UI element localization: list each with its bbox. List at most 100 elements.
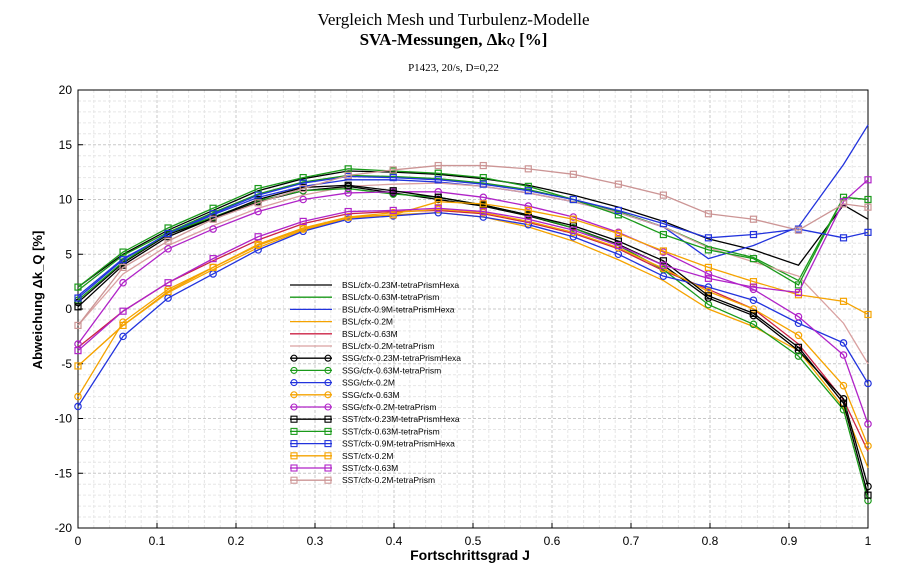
series-11 (74, 188, 872, 428)
data-point (164, 244, 172, 253)
data-point (839, 297, 848, 305)
data-point (119, 263, 127, 271)
legend-label: SSG/cfx-0.2M-tetraPrism (342, 402, 436, 412)
data-point (254, 191, 262, 199)
series-9 (74, 208, 872, 411)
series-line (77, 179, 869, 352)
data-point (479, 180, 487, 188)
data-point (864, 442, 872, 450)
data-point (119, 248, 127, 256)
data-point (164, 279, 172, 287)
legend-label: SST/cfx-0.23M-tetraPrismHexa (342, 414, 460, 424)
series-line (77, 174, 869, 291)
data-point (344, 181, 352, 189)
legend-marker (324, 452, 332, 460)
data-point (74, 298, 82, 307)
data-point (659, 247, 667, 255)
data-point (659, 230, 667, 239)
y-tick-label: 0 (65, 302, 72, 316)
chart-title-line2: SVA-Messungen, ΔkQ [%] (0, 30, 907, 50)
legend-label: BSL/cfx-0.63M (342, 329, 398, 339)
data-point (74, 303, 82, 311)
legend-item: SSG/cfx-0.63M-tetraPrism (290, 365, 441, 375)
data-point (794, 343, 803, 351)
data-point (864, 420, 872, 428)
y-axis-label: Abweichung Δk_Q [%] (30, 231, 45, 370)
data-point (704, 274, 713, 282)
series-layer (74, 124, 872, 505)
data-point (614, 229, 622, 238)
data-point (74, 347, 82, 355)
data-point (659, 219, 667, 228)
data-point (659, 272, 668, 280)
series-16 (74, 176, 872, 355)
legend-label: SSG/cfx-0.63M (342, 390, 400, 400)
data-point (389, 187, 397, 195)
y-tick-label: -20 (55, 521, 73, 535)
legend-marker (324, 427, 332, 435)
data-point (864, 228, 872, 236)
data-point (344, 189, 352, 197)
data-point (119, 307, 127, 315)
data-point (254, 207, 262, 216)
data-point (119, 278, 127, 287)
legend-item: BSL/cfx-0.2M-tetraPrism (290, 341, 435, 351)
legend-item: SST/cfx-0.2M-tetraPrism (290, 475, 435, 485)
data-point (344, 207, 352, 216)
data-point (434, 176, 442, 184)
chart-title: Vergleich Mesh und Turbulenz-Modelle (317, 10, 590, 29)
legend-marker (290, 440, 298, 448)
data-point (794, 226, 803, 234)
data-point (794, 331, 803, 340)
data-point (524, 202, 533, 210)
data-point (614, 180, 622, 188)
legend-label: BSL/cfx-0.2M (342, 317, 393, 327)
data-point (74, 294, 82, 302)
data-point (864, 176, 872, 184)
data-point (794, 288, 803, 297)
legend-item: SST/cfx-0.9M-tetraPrismHexa (290, 439, 455, 449)
data-point (839, 234, 848, 242)
data-point (794, 281, 803, 289)
x-tick-label: 1 (865, 534, 872, 548)
legend-item: SSG/cfx-0.2M-tetraPrism (290, 402, 436, 412)
legend-item: SSG/cfx-0.2M (290, 378, 395, 388)
x-tick-label: 0.3 (307, 534, 324, 548)
data-point (704, 210, 713, 218)
data-point (704, 283, 713, 291)
data-point (704, 292, 713, 300)
data-point (479, 207, 487, 216)
x-tick-label: 0.6 (544, 534, 561, 548)
legend-marker (290, 403, 298, 411)
data-point (839, 351, 848, 359)
data-point (524, 182, 532, 190)
data-point (569, 195, 577, 204)
data-point (164, 229, 172, 238)
data-point (344, 171, 352, 180)
legend-label: BSL/cfx-0.2M-tetraPrism (342, 341, 435, 351)
data-point (569, 226, 577, 234)
legend-marker (324, 354, 332, 362)
data-point (704, 234, 713, 242)
data-point (749, 309, 758, 317)
legend-label: BSL/cfx-0.63M-tetraPrism (342, 292, 439, 302)
data-point (479, 213, 488, 221)
data-point (254, 199, 262, 207)
chart-subtitle: P1423, 20/s, D=0,22 (408, 62, 499, 74)
series-15 (74, 198, 872, 370)
legend-label: SSG/cfx-0.23M-tetraPrismHexa (342, 353, 461, 363)
data-point (119, 332, 127, 341)
data-point (749, 305, 758, 313)
legend-item: BSL/cfx-0.9M-tetraPrismHexa (290, 304, 455, 314)
data-point (839, 381, 848, 390)
chart-title-unit: [%] (514, 30, 548, 49)
data-point (704, 300, 713, 309)
legend-marker (324, 476, 332, 484)
legend-marker (290, 476, 298, 484)
legend-marker (290, 415, 298, 423)
x-tick-label: 0.4 (386, 534, 403, 548)
y-tick-label: 15 (59, 138, 73, 152)
y-tick-label: -10 (55, 412, 73, 426)
y-tick-label: 10 (59, 193, 73, 207)
